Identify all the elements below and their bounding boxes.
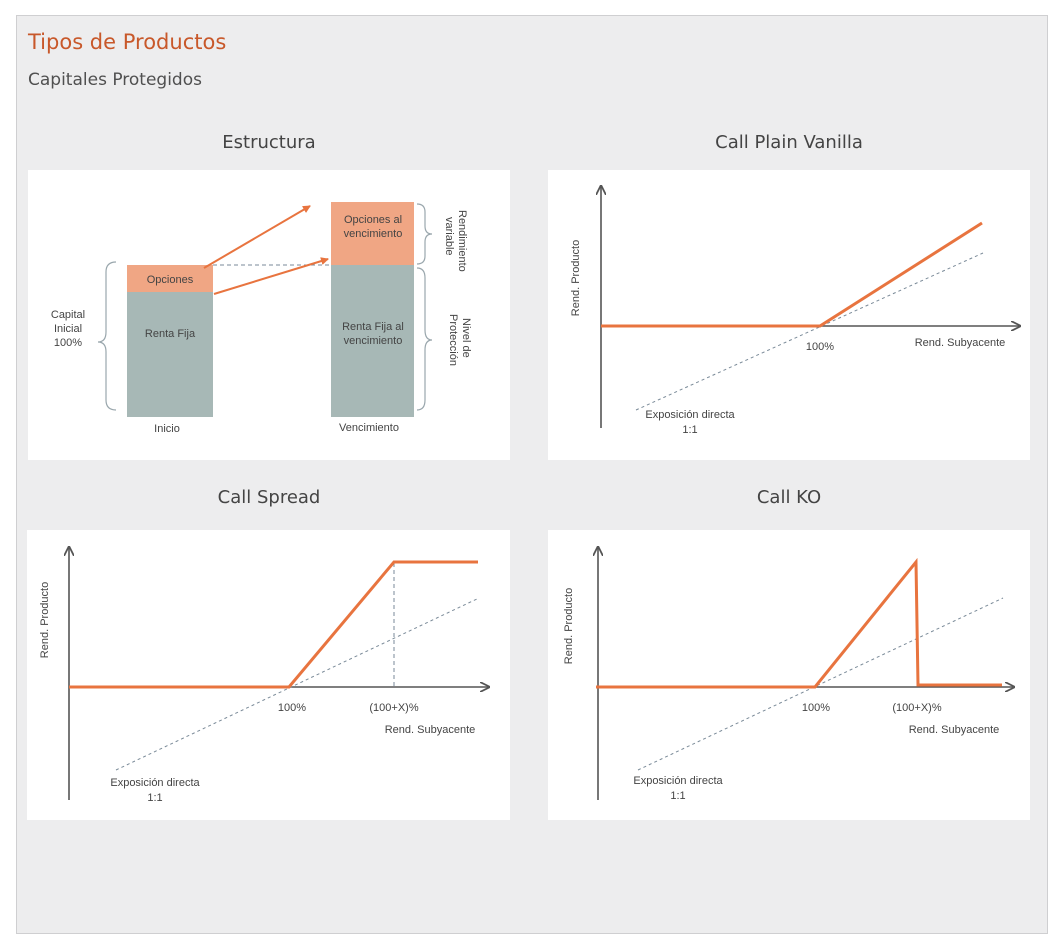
- vencimiento-label: Vencimiento: [339, 422, 399, 434]
- panel-title-estructura: Estructura: [222, 132, 316, 153]
- exposure-line: [637, 597, 1004, 771]
- panel-call-ko: Rend. Producto 100% (100+X)% Rend. Subya…: [548, 530, 1030, 820]
- y-axis-label: Rend. Producto: [563, 588, 575, 664]
- brace-proteccion: [416, 267, 433, 411]
- capital-label-3: 100%: [54, 337, 82, 349]
- exposure-line: [115, 597, 480, 771]
- panel-title-call-ko: Call KO: [756, 487, 822, 508]
- strike-label: 100%: [802, 702, 830, 714]
- panel-call-spread: Rend. Producto 100% (100+X)% Rend. Subya…: [27, 530, 510, 820]
- renta-fija-label: Renta Fija: [145, 328, 196, 340]
- rendimiento-label-2: variable: [443, 217, 455, 256]
- capital-label-2: Inicial: [54, 323, 82, 335]
- exposure-line: [635, 252, 984, 411]
- exposure-label-2: 1:1: [147, 792, 162, 804]
- payoff-line: [601, 221, 983, 328]
- rendimiento-label-1: Rendimiento: [456, 210, 468, 272]
- payoff-line: [69, 560, 478, 689]
- exposure-label-1: Exposición directa: [633, 775, 723, 787]
- arrow-opciones-up: [203, 205, 311, 269]
- strike-label: 100%: [806, 341, 834, 353]
- y-axis-label: Rend. Producto: [570, 240, 582, 316]
- call-spread-chart: Rend. Producto 100% (100+X)% Rend. Subya…: [39, 530, 510, 804]
- x-axis-label: Rend. Subyacente: [909, 724, 1000, 736]
- box-opciones-vencimiento: [331, 202, 414, 265]
- box-renta-fija: [127, 292, 213, 417]
- x-axis-label: Rend. Subyacente: [385, 724, 476, 736]
- arrow-opciones-down: [213, 257, 329, 295]
- exposure-label-1: Exposición directa: [645, 409, 735, 421]
- panel-plain-vanilla: Rend. Producto 100% Rend. Subyacente Exp…: [548, 170, 1030, 460]
- brace-capital: [97, 261, 117, 411]
- cap-label: (100+X)%: [369, 702, 418, 714]
- exposure-label-2: 1:1: [670, 790, 685, 802]
- panel-title-plain-vanilla: Call Plain Vanilla: [715, 132, 863, 153]
- opciones-label: Opciones: [147, 274, 194, 286]
- y-axis-label: Rend. Producto: [39, 582, 51, 658]
- box-opciones: [127, 265, 213, 292]
- call-ko-chart: Rend. Producto 100% (100+X)% Rend. Subya…: [563, 530, 1030, 802]
- exposure-label-1: Exposición directa: [110, 777, 200, 789]
- renta-fija-venc-label-2: vencimiento: [344, 335, 403, 347]
- brace-rendimiento: [416, 203, 433, 265]
- opciones-venc-label-2: vencimiento: [344, 228, 403, 240]
- x-axis-label: Rend. Subyacente: [915, 337, 1006, 349]
- strike-label: 100%: [278, 702, 306, 714]
- page-subtitle: Capitales Protegidos: [28, 70, 202, 90]
- payoff-line: [596, 557, 1002, 689]
- proteccion-label-1: Nivel de: [460, 318, 472, 358]
- exposure-label-2: 1:1: [682, 424, 697, 436]
- estructura-diagram: Capital Inicial 100% Opciones Renta Fija…: [51, 202, 472, 435]
- panel-estructura: Capital Inicial 100% Opciones Renta Fija…: [28, 170, 510, 460]
- box-renta-fija-vencimiento: [331, 265, 414, 417]
- panel-title-call-spread: Call Spread: [217, 487, 321, 508]
- inicio-label: Inicio: [154, 423, 180, 435]
- opciones-venc-label-1: Opciones al: [344, 214, 402, 226]
- page-title: Tipos de Productos: [28, 30, 227, 54]
- barrier-label: (100+X)%: [892, 702, 941, 714]
- plain-vanilla-chart: Rend. Producto 100% Rend. Subyacente Exp…: [570, 170, 1030, 436]
- renta-fija-venc-label-1: Renta Fija al: [342, 321, 404, 333]
- proteccion-label-2: Protección: [447, 314, 459, 366]
- capital-label-1: Capital: [51, 309, 85, 321]
